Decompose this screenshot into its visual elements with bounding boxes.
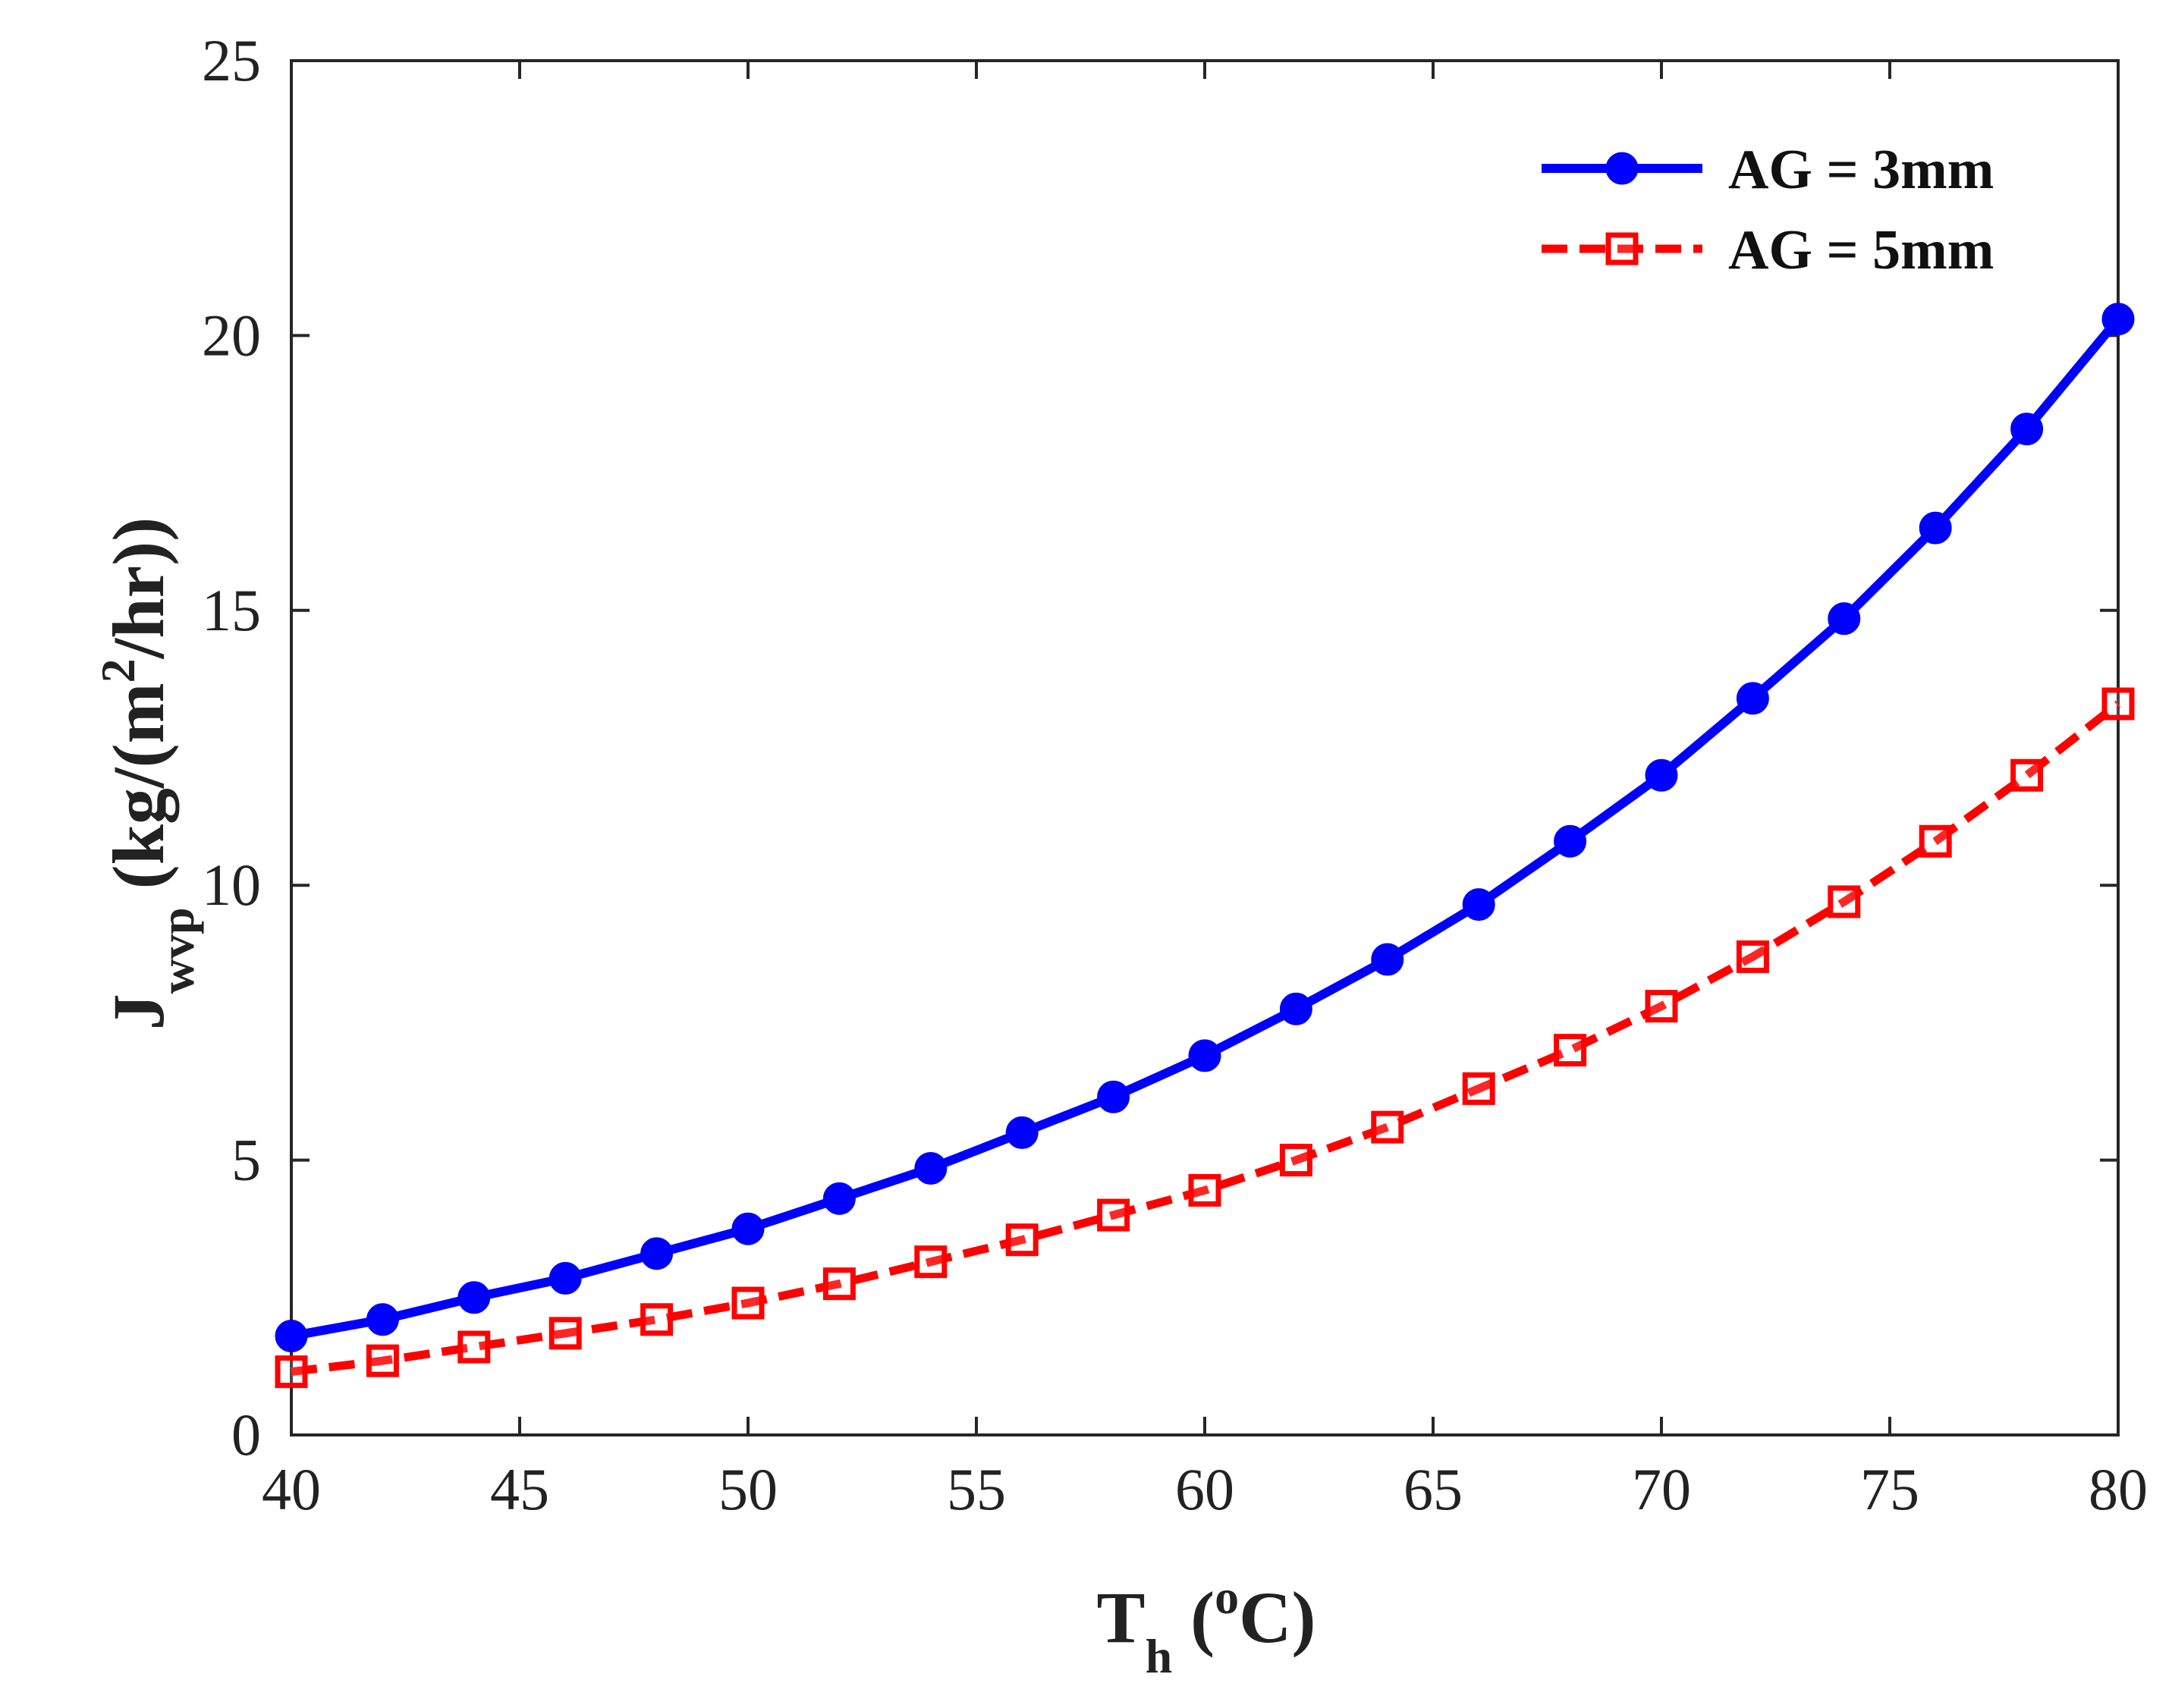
x-tick-label: 50 — [718, 1456, 778, 1522]
x-axis-title-subscript: h — [1146, 1629, 1173, 1683]
x-tick-label: 55 — [947, 1456, 1006, 1522]
x-tick-label: 45 — [490, 1456, 549, 1522]
y-tick-label: 10 — [202, 852, 261, 918]
x-tick-label: 60 — [1175, 1456, 1234, 1522]
y-tick-label: 20 — [202, 302, 261, 368]
series-line — [291, 700, 2121, 1377]
data-point — [1005, 1116, 1039, 1149]
data-point — [731, 1212, 765, 1245]
legend-marker — [1605, 152, 1639, 185]
data-point — [1371, 1110, 1404, 1144]
data-point — [731, 1286, 765, 1320]
y-axis-title-main: J — [98, 994, 179, 1030]
y-tick-label: 25 — [202, 27, 261, 93]
data-point — [1919, 511, 1952, 545]
data-point — [457, 1281, 491, 1314]
data-point — [1736, 682, 1769, 715]
data-point — [275, 1320, 308, 1353]
data-point — [1188, 1173, 1221, 1207]
data-point — [2010, 758, 2044, 792]
data-point — [640, 1237, 674, 1270]
data-point — [2010, 413, 2044, 446]
x-tick-label: 40 — [262, 1456, 321, 1522]
data-point — [549, 1261, 582, 1295]
data-point — [1005, 1223, 1039, 1257]
data-point — [1554, 1034, 1587, 1067]
x-tick-label: 75 — [1860, 1456, 1919, 1522]
data-point — [1736, 940, 1769, 973]
data-point — [1097, 1080, 1130, 1113]
data-point — [549, 1317, 582, 1350]
y-axis-title-open: (kg/(m — [98, 683, 179, 907]
series-layer — [275, 303, 2135, 1389]
data-point — [1462, 1072, 1495, 1105]
data-point — [914, 1151, 948, 1185]
data-point — [1828, 885, 1861, 918]
data-point — [2101, 687, 2135, 721]
data-point — [1554, 824, 1587, 858]
y-axis-title-close: /hr)) — [98, 517, 179, 660]
legend-item: AG = 3mm — [1542, 139, 1994, 201]
y-tick-label: 15 — [202, 577, 261, 643]
legend: AG = 3mm AG = 5mm — [1542, 139, 1994, 281]
data-point — [640, 1303, 674, 1336]
data-point — [1645, 758, 1678, 792]
data-point — [822, 1182, 856, 1215]
y-tick-label: 5 — [231, 1127, 261, 1193]
x-tick-label: 80 — [2089, 1456, 2148, 1522]
data-point — [1371, 943, 1404, 976]
data-point — [366, 1344, 399, 1377]
x-axis-title-close: C) — [1239, 1577, 1315, 1658]
data-point — [1462, 888, 1495, 922]
y-tick-label: 0 — [231, 1402, 261, 1468]
data-point — [2101, 303, 2135, 336]
legend-item: AG = 5mm — [1542, 219, 1994, 281]
series-ag-3mm — [275, 303, 2135, 1353]
y-axis-title: Jwvp (kg/(m2/hr)) — [91, 517, 204, 1030]
y-axis-title-superscript: 2 — [91, 658, 145, 683]
x-axis-title: Th (oC) — [1097, 1570, 1316, 1683]
data-point — [822, 1267, 856, 1301]
legend-label: AG = 5mm — [1728, 219, 1994, 281]
data-point — [914, 1245, 948, 1279]
y-axis-ticks: 0 5 10 15 20 25 — [202, 27, 2118, 1468]
y-axis-title-subscript: wvp — [150, 907, 204, 994]
x-axis-title-main: T — [1097, 1577, 1146, 1658]
data-point — [1279, 1144, 1312, 1177]
data-point — [457, 1330, 491, 1364]
data-point — [1645, 990, 1678, 1023]
data-point — [1097, 1198, 1130, 1232]
data-point — [1919, 824, 1952, 858]
x-axis-title-superscript: o — [1215, 1570, 1239, 1624]
legend-label: AG = 3mm — [1728, 139, 1994, 201]
x-axis-ticks: 40 45 50 55 60 65 70 75 80 — [262, 61, 2148, 1522]
data-point — [1828, 602, 1861, 636]
data-point — [1279, 992, 1312, 1025]
data-point — [1188, 1039, 1221, 1072]
x-axis-title-open: ( — [1172, 1577, 1215, 1658]
x-tick-label: 70 — [1632, 1456, 1691, 1522]
x-tick-label: 65 — [1403, 1456, 1463, 1522]
data-point — [275, 1355, 308, 1389]
data-point — [366, 1303, 399, 1336]
legend-marker — [1605, 232, 1639, 265]
series-ag-5mm — [275, 687, 2135, 1389]
